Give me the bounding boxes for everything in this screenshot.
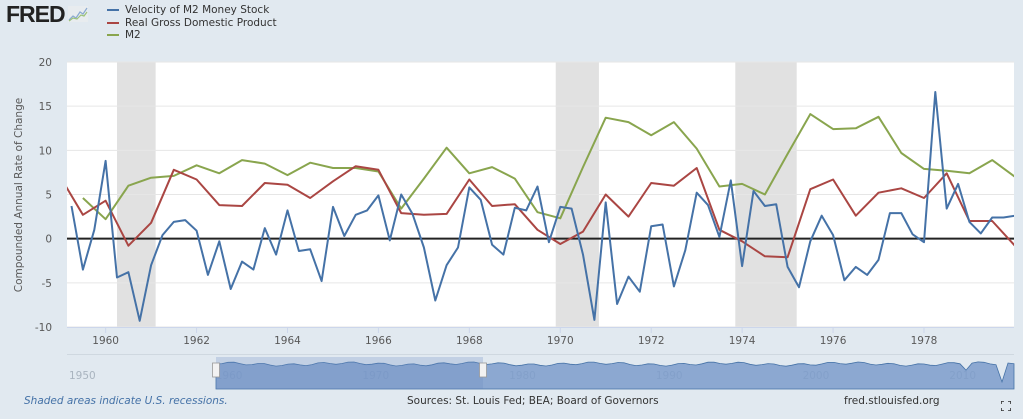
series-line-velocity-of-m2-money-stock: [70, 91, 1014, 322]
x-tick-label: 1978: [911, 335, 938, 347]
y-tick-label: 20: [39, 57, 52, 69]
recession-note: Shaded areas indicate U.S. recessions.: [24, 395, 228, 407]
range-navigator: 19501960197019801990200020102...: [67, 354, 1015, 390]
legend-swatch-velocity: [107, 9, 119, 12]
chart-legend: Velocity of M2 Money Stock Real Gross Do…: [107, 4, 277, 42]
legend-item-m2[interactable]: M2: [107, 29, 277, 42]
legend-label: M2: [125, 29, 141, 42]
fred-logo[interactable]: FRED: [6, 2, 88, 26]
x-tick-label: 1962: [183, 335, 210, 347]
navigator-label: 1950: [69, 370, 96, 382]
x-tick-label: 1972: [638, 335, 665, 347]
x-tick-label: 1968: [456, 335, 483, 347]
x-axis-ticks: 1960 1962 1964 1966 1968 1970 1972 1974 1976 1978: [67, 327, 1014, 347]
x-tick-label: 1960: [92, 335, 119, 347]
legend-label: Velocity of M2 Money Stock: [125, 4, 270, 17]
x-tick-label: 1970: [547, 335, 574, 347]
y-tick-label: 15: [39, 101, 52, 113]
navigator-series-area: [215, 361, 1015, 390]
navigator-selection[interactable]: [216, 357, 483, 389]
navigator-handle-right[interactable]: [479, 362, 487, 378]
y-tick-label: -5: [42, 278, 52, 290]
y-tick-label: 5: [45, 190, 52, 202]
sources-text: Sources: St. Louis Fed; BEA; Board of Go…: [407, 395, 659, 407]
series-line-m2: [82, 113, 1014, 221]
y-tick-label: -10: [35, 322, 52, 334]
y-tick-label: 10: [39, 145, 52, 157]
legend-swatch-m2: [107, 34, 119, 37]
legend-item-gdp[interactable]: Real Gross Domestic Product: [107, 17, 277, 30]
y-axis-ticks: -10 -5 0 5 10 15 20: [35, 57, 52, 334]
legend-swatch-gdp: [107, 21, 119, 24]
x-tick-label: 1974: [729, 335, 756, 347]
x-tick-label: 1976: [820, 335, 847, 347]
legend-label: Real Gross Domestic Product: [125, 16, 277, 29]
navigator-handle-left[interactable]: [212, 362, 220, 378]
chart-line-icon: [67, 6, 88, 22]
series-group: [67, 91, 1014, 322]
legend-item-velocity[interactable]: Velocity of M2 Money Stock: [107, 4, 277, 17]
x-tick-label: 1966: [365, 335, 392, 347]
y-axis-label: Compounded Annual Rate of Change: [13, 98, 25, 292]
logo-text: FRED: [6, 1, 66, 27]
site-link[interactable]: fred.stlouisfed.org: [844, 395, 940, 407]
fullscreen-icon[interactable]: [1001, 401, 1011, 411]
x-tick-label: 1964: [274, 335, 301, 347]
y-tick-label: 0: [45, 234, 52, 246]
